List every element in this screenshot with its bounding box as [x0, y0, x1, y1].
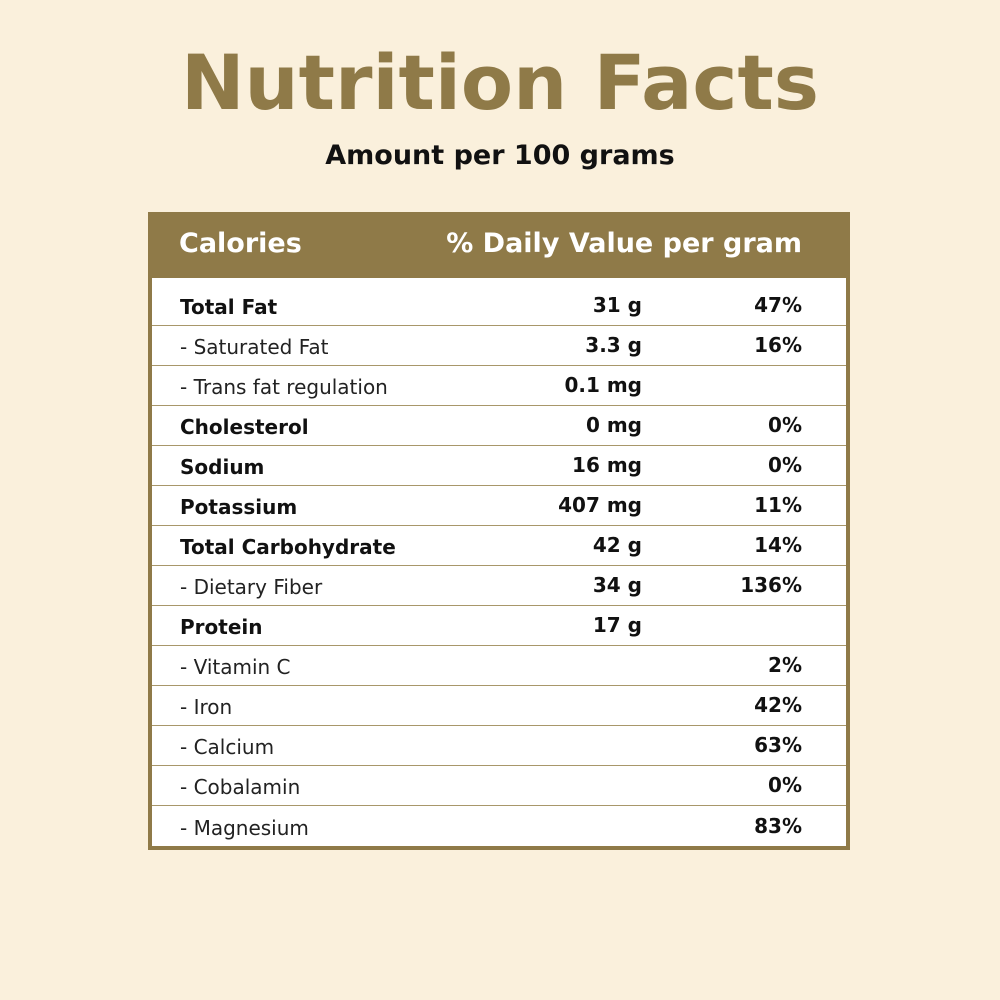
table-row: - Iron 42% — [152, 686, 846, 726]
nutrient-amount: 407 mg — [558, 493, 642, 517]
table-row: Potassium 407 mg 11% — [152, 486, 846, 526]
nutrient-name: Total Carbohydrate — [180, 535, 396, 559]
nutrient-amount: 3.3 g — [585, 333, 642, 357]
nutrient-name: - Calcium — [180, 735, 275, 759]
nutrient-amount: 31 g — [592, 293, 642, 317]
nutrient-name: Sodium — [180, 455, 265, 479]
nutrient-daily-percent: 0% — [768, 413, 802, 437]
nutrient-name: - Cobalamin — [180, 775, 301, 799]
nutrient-daily-percent: 11% — [754, 493, 802, 517]
table-row: Protein 17 g — [152, 606, 846, 646]
table-row: - Dietary Fiber 34 g 136% — [152, 566, 846, 606]
nutrient-daily-percent: 136% — [740, 573, 802, 597]
header-calories: Calories — [179, 228, 302, 259]
table-row: - Saturated Fat 3.3 g 16% — [152, 326, 846, 366]
nutrient-name: Potassium — [180, 495, 298, 519]
nutrient-daily-percent: 2% — [768, 653, 802, 677]
table-row: - Vitamin C 2% — [152, 646, 846, 686]
nutrient-daily-percent: 47% — [754, 293, 802, 317]
nutrient-name: - Magnesium — [180, 816, 309, 840]
nutrient-daily-percent: 0% — [768, 773, 802, 797]
table-row: Total Carbohydrate 42 g 14% — [152, 526, 846, 566]
nutrient-amount: 42 g — [592, 533, 642, 557]
table-row: - Cobalamin 0% — [152, 766, 846, 806]
nutrient-name: - Saturated Fat — [180, 335, 329, 359]
table-row: Sodium 16 mg 0% — [152, 446, 846, 486]
nutrient-daily-percent: 0% — [768, 453, 802, 477]
nutrient-name: - Iron — [180, 695, 233, 719]
table-body: Total Fat 31 g 47% - Saturated Fat 3.3 g 16% -… — [152, 278, 846, 846]
nutrient-amount: 0 mg — [585, 413, 642, 437]
nutrient-daily-percent: 42% — [754, 693, 802, 717]
nutrient-daily-percent: 16% — [754, 333, 802, 357]
table-row: - Calcium 63% — [152, 726, 846, 766]
nutrient-name: - Trans fat regulation — [180, 375, 388, 399]
table-row: Cholesterol 0 mg 0% — [152, 406, 846, 446]
nutrient-daily-percent: 14% — [754, 533, 802, 557]
nutrient-daily-percent: 63% — [754, 733, 802, 757]
nutrient-amount: 16 mg — [572, 453, 642, 477]
nutrition-table: Calories % Daily Value per gram Total Fa… — [148, 212, 850, 850]
table-row: - Magnesium 83% — [152, 806, 846, 846]
table-row: Total Fat 31 g 47% — [152, 278, 846, 326]
page-subtitle: Amount per 100 grams — [325, 140, 675, 171]
table-row: - Trans fat regulation 0.1 mg — [152, 366, 846, 406]
nutrient-amount: 17 g — [592, 613, 642, 637]
nutrient-name: Protein — [180, 615, 263, 639]
nutrient-daily-percent: 83% — [754, 814, 802, 838]
nutrient-amount: 0.1 mg — [564, 373, 642, 397]
nutrient-amount: 34 g — [592, 573, 642, 597]
header-daily-value: % Daily Value per gram — [446, 228, 802, 259]
page-title: Nutrition Facts — [180, 38, 820, 127]
nutrient-name: Cholesterol — [180, 415, 309, 439]
nutrient-name: Total Fat — [180, 295, 278, 319]
table-header: Calories % Daily Value per gram — [148, 212, 850, 278]
nutrient-name: - Dietary Fiber — [180, 575, 323, 599]
nutrient-name: - Vitamin C — [180, 655, 291, 679]
